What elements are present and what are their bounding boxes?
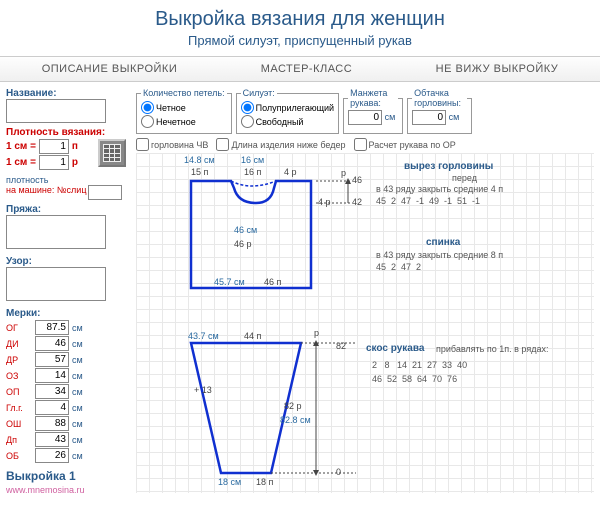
tabs: ОПИСАНИЕ ВЫКРОЙКИ МАСТЕР-КЛАСС НЕ ВИЖУ В… — [0, 56, 600, 82]
measures-label: Мерки: — [6, 308, 136, 319]
site-link[interactable]: www.mnemosina.ru — [6, 485, 136, 495]
loops-fieldset: Количество петель: Четное Нечетное — [136, 88, 232, 134]
measure-input[interactable] — [35, 448, 69, 463]
pattern-input[interactable] — [6, 267, 106, 301]
loops-even-radio[interactable] — [141, 101, 154, 114]
machine-input[interactable] — [88, 185, 122, 200]
check-row: горловина ЧВ Длина изделия ниже бедер Ра… — [136, 138, 594, 151]
measure-input[interactable] — [35, 432, 69, 447]
measure-label: Гл.г. — [6, 403, 32, 413]
cuff-input[interactable] — [348, 110, 382, 125]
chk-sleeve[interactable] — [354, 138, 367, 151]
name-input[interactable] — [6, 99, 106, 123]
chk-length[interactable] — [216, 138, 229, 151]
measure-input[interactable] — [35, 384, 69, 399]
measure-input[interactable] — [35, 400, 69, 415]
tab-novis[interactable]: НЕ ВИЖУ ВЫКРОЙКУ — [436, 63, 559, 75]
tab-description[interactable]: ОПИСАНИЕ ВЫКРОЙКИ — [42, 63, 178, 75]
pattern-label: Узор: — [6, 256, 136, 267]
tab-masterclass[interactable]: МАСТЕР-КЛАСС — [261, 63, 353, 75]
loops-odd-radio[interactable] — [141, 115, 154, 128]
machine-label2: на машине: №слиц — [6, 185, 86, 200]
sil-semi-radio[interactable] — [241, 101, 254, 114]
measure-label: ОБ — [6, 451, 32, 461]
cuff-fieldset: Манжета рукава: см — [343, 88, 403, 134]
measure-label: ОЗ — [6, 371, 32, 381]
yarn-label: Пряжа: — [6, 204, 136, 215]
header: Выкройка вязания для женщин Прямой силуэ… — [0, 0, 600, 56]
measure-label: ОГ — [6, 323, 32, 333]
vykroika-label: Выкройка 1 — [6, 469, 136, 483]
measure-input[interactable] — [35, 352, 69, 367]
name-label: Название: — [6, 88, 136, 99]
measure-label: ОП — [6, 387, 32, 397]
measure-input[interactable] — [35, 368, 69, 383]
sil-free-radio[interactable] — [241, 115, 254, 128]
yarn-input[interactable] — [6, 215, 106, 249]
measure-input[interactable] — [35, 416, 69, 431]
left-panel: Название: Плотность вязания: 1 см = п 1 … — [6, 88, 136, 495]
pattern-svg — [136, 153, 596, 493]
density-label: Плотность вязания: — [6, 127, 136, 138]
neck-input[interactable] — [412, 110, 446, 125]
pattern-diagram: 14.8 см 16 см 15 п 16 п 4 р 4 р 42 46 р … — [136, 153, 594, 493]
measure-input[interactable] — [35, 336, 69, 351]
measure-input[interactable] — [35, 320, 69, 335]
page-subtitle: Прямой силуэт, приспущенный рукав — [0, 33, 600, 48]
machine-label1: плотность — [6, 175, 136, 185]
silhouette-fieldset: Силуэт: Полуприлегающий Свободный — [236, 88, 340, 134]
measure-label: ДР — [6, 355, 32, 365]
chk-neck[interactable] — [136, 138, 149, 151]
calculator-button[interactable] — [98, 139, 126, 167]
density-r-input[interactable] — [39, 155, 69, 170]
measure-label: Дп — [6, 435, 32, 445]
neck-fieldset: Обтачка горловины: см — [407, 88, 472, 134]
measure-label: ОШ — [6, 419, 32, 429]
right-panel: Количество петель: Четное Нечетное Силуэ… — [136, 88, 594, 495]
measure-label: ДИ — [6, 339, 32, 349]
page-title: Выкройка вязания для женщин — [0, 8, 600, 31]
density-p-input[interactable] — [39, 139, 69, 154]
